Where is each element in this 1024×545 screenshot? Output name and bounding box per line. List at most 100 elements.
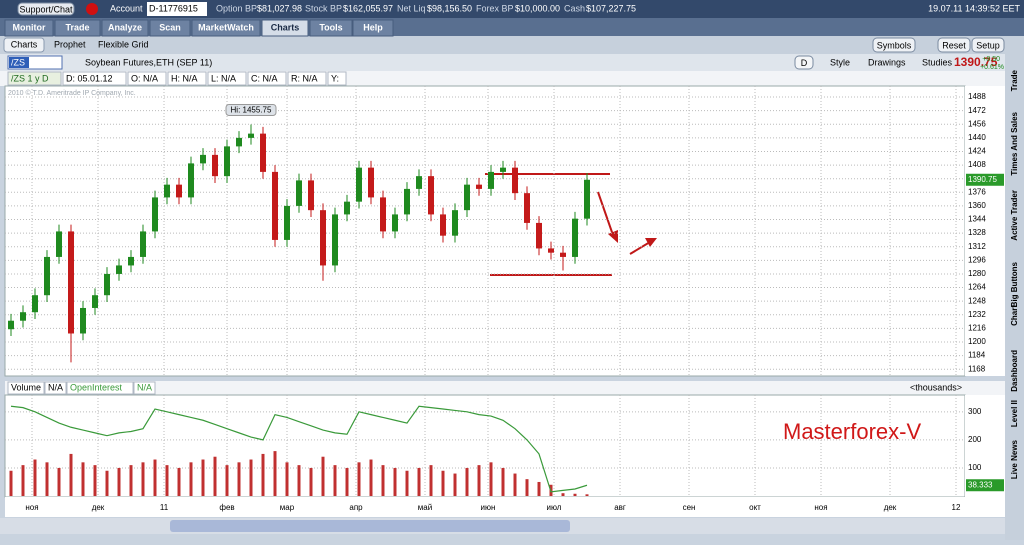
scroll-thumb[interactable] <box>170 520 570 532</box>
side-tab[interactable]: Chart <box>1010 305 1019 326</box>
candle-body <box>416 176 422 189</box>
account-field[interactable] <box>147 2 207 16</box>
y-tick-label: 200 <box>968 435 982 444</box>
tab[interactable]: Trade <box>65 22 89 32</box>
open-interest-line <box>10 405 588 493</box>
subtab[interactable]: Flexible Grid <box>98 39 149 49</box>
lower-header <box>5 381 1005 395</box>
volume-bar <box>573 493 577 496</box>
info-cell <box>127 71 167 86</box>
tab-bg[interactable] <box>54 19 101 37</box>
side-tab[interactable]: Dashboard <box>1010 350 1019 392</box>
balance-label: Forex BP <box>476 3 514 13</box>
toolbar-button[interactable]: Reset <box>942 40 966 50</box>
volume-bar <box>501 467 505 496</box>
candle-body <box>128 256 134 266</box>
side-tab[interactable]: Level II <box>1010 400 1019 427</box>
tab[interactable]: Analyze <box>108 22 142 32</box>
volume-bar <box>285 462 289 496</box>
x-tick-label: апр <box>349 503 363 512</box>
subtab[interactable]: Prophet <box>54 39 86 49</box>
candle-body <box>356 167 362 202</box>
account-label: Account <box>110 3 143 13</box>
side-tab[interactable]: Times And Sales <box>1010 111 1019 175</box>
tab-bg[interactable] <box>352 19 394 37</box>
y-tick-label: 1472 <box>968 106 986 115</box>
toolbar-button[interactable]: Symbols <box>877 40 912 50</box>
volume-bar <box>201 459 205 496</box>
tab-bg[interactable] <box>261 19 309 37</box>
subtab[interactable]: Charts <box>11 39 38 49</box>
aggregation[interactable]: D <box>801 58 808 68</box>
volume-bar <box>465 467 469 496</box>
candle-body <box>20 312 26 321</box>
chart-tool[interactable]: Drawings <box>868 57 906 67</box>
x-tick-label: окт <box>749 503 761 512</box>
info-cell <box>207 71 247 86</box>
support-button-bg[interactable] <box>17 2 75 16</box>
candle-body <box>176 184 182 198</box>
tab-bg[interactable] <box>149 19 191 37</box>
tab[interactable]: MarketWatch <box>198 22 254 32</box>
change: +8.50 <box>982 56 1000 63</box>
subtab-bg[interactable] <box>3 37 45 53</box>
volume-bar <box>189 462 193 496</box>
candle-body <box>308 180 314 211</box>
volume-bar <box>429 465 433 496</box>
time-axis <box>5 497 1005 517</box>
tab-bg[interactable] <box>191 19 261 37</box>
volume-bar <box>117 467 121 496</box>
account-id[interactable]: D-11776915 <box>149 3 198 13</box>
symbol-sel[interactable] <box>9 57 29 68</box>
candle-body <box>68 231 74 334</box>
x-tick-label: ноя <box>814 503 827 512</box>
volume-bar <box>225 465 229 496</box>
volume-bar <box>441 470 445 496</box>
tab-bg[interactable] <box>101 19 149 37</box>
volume-bar <box>69 453 73 496</box>
candle-body <box>440 214 446 236</box>
toolbar-button[interactable]: Setup <box>976 40 1000 50</box>
candle-body <box>224 146 230 177</box>
tab[interactable]: Help <box>363 22 383 32</box>
study-cell <box>133 381 156 395</box>
toolbar-button-bg[interactable] <box>971 37 1005 53</box>
change-pct: +0.61% <box>980 64 1004 71</box>
side-tab[interactable]: Live News <box>1010 439 1019 479</box>
side-tab[interactable]: Active Trader <box>1010 190 1019 241</box>
symbol[interactable]: /ZS <box>11 57 25 67</box>
y-tick-label: 1184 <box>968 351 986 360</box>
chart-tool[interactable]: Style <box>830 57 850 67</box>
volume-bar <box>525 479 529 496</box>
study-label: Volume <box>11 382 41 392</box>
subtab-bar <box>0 36 1024 54</box>
candle-body <box>548 248 554 253</box>
tab[interactable]: Tools <box>319 22 342 32</box>
tab[interactable]: Scan <box>159 22 181 32</box>
candle-body <box>104 273 110 296</box>
description: Soybean Futures,ETH (SEP 11) <box>85 57 212 67</box>
tab[interactable]: Monitor <box>13 22 46 32</box>
tab-bg[interactable] <box>309 19 353 37</box>
side-tab[interactable]: Trade <box>1010 69 1019 91</box>
candle-body <box>140 231 146 257</box>
toolbar-button-bg[interactable] <box>872 37 916 53</box>
y-tick-label: 1264 <box>968 283 986 292</box>
side-tab[interactable]: Big Buttons <box>1010 261 1019 307</box>
toolbar-button-bg[interactable] <box>937 37 971 53</box>
arrow-head <box>645 238 657 247</box>
candle-body <box>536 222 542 249</box>
candle-body <box>584 179 590 219</box>
aggregation-bg[interactable] <box>794 55 814 70</box>
candle-body <box>524 193 530 223</box>
top-bar <box>0 0 1024 18</box>
oi-tag-label: 38.333 <box>968 480 993 489</box>
tab-bg[interactable] <box>4 19 54 37</box>
chart-tool[interactable]: Studies <box>922 57 953 67</box>
tab[interactable]: Charts <box>271 22 300 32</box>
candle-body <box>428 176 434 215</box>
support-button[interactable]: Support/Chat <box>19 4 73 14</box>
alert-icon[interactable] <box>86 3 98 15</box>
candle-body <box>500 167 506 172</box>
